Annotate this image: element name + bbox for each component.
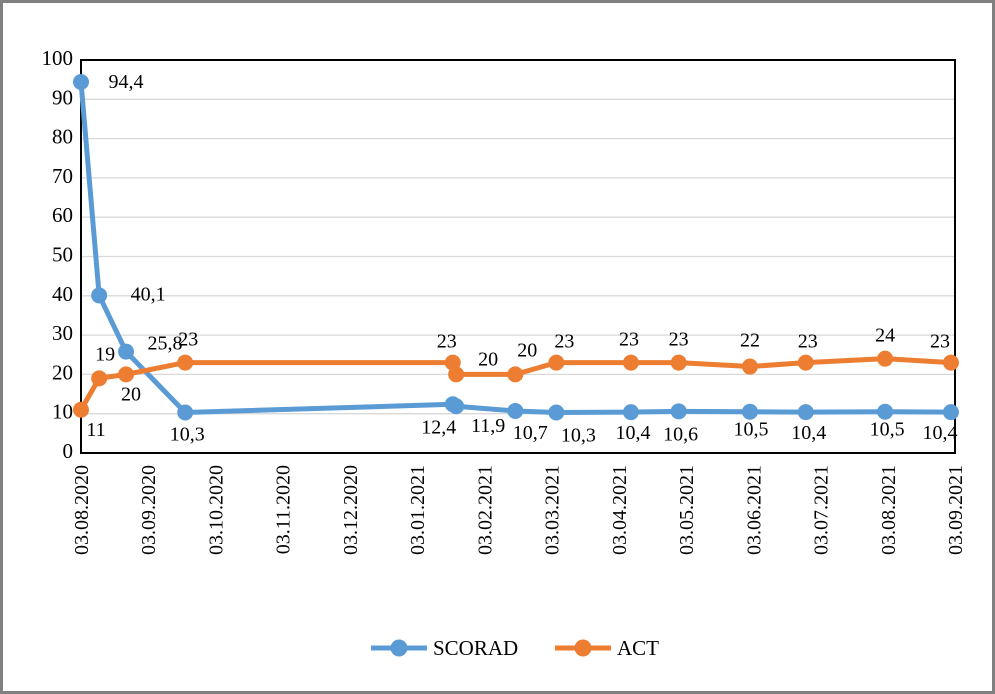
data-label: 20 [121, 383, 141, 405]
legend-item-scorad[interactable]: SCORAD [371, 636, 518, 660]
series-line [78, 356, 954, 413]
data-point-marker [741, 403, 758, 420]
series-line [78, 79, 954, 416]
y-tick-label: 0 [63, 439, 74, 463]
data-label: 11 [86, 419, 105, 441]
data-point-marker [797, 354, 814, 371]
data-point-marker [507, 402, 524, 419]
data-point-marker [177, 404, 194, 421]
data-point-marker [622, 404, 639, 421]
data-label: 20 [478, 348, 498, 370]
data-label: 23 [554, 331, 574, 353]
data-label: 23 [798, 331, 818, 353]
data-point-marker [91, 287, 108, 304]
data-point-marker [507, 366, 524, 383]
legend-label: ACT [617, 636, 659, 660]
data-point-marker [797, 404, 814, 421]
data-label: 11,9 [471, 415, 505, 437]
y-tick-label: 100 [42, 46, 74, 70]
data-label: 12,4 [421, 416, 456, 438]
data-label: 23 [178, 329, 198, 351]
data-label: 10,6 [663, 423, 698, 445]
data-label: 10,4 [922, 422, 957, 444]
y-tick-label: 80 [52, 125, 73, 149]
x-tick-label: 03.09.2021 [945, 465, 967, 555]
data-label: 10,3 [561, 425, 596, 447]
data-point-marker [118, 366, 135, 383]
data-label: 10,4 [615, 422, 650, 444]
data-point-marker [548, 404, 565, 421]
data-point-marker [877, 403, 894, 420]
series-act: 11 19 20 23 23 20 20 23 23 23 22 23 24 23 [73, 325, 959, 441]
data-point-marker [741, 358, 758, 375]
data-point-marker [622, 354, 639, 371]
data-label: 10,7 [513, 422, 548, 444]
data-point-marker [177, 354, 194, 371]
data-point-marker [942, 404, 959, 421]
y-axis-labels: 0 10 20 30 40 50 60 70 80 90 100 [42, 46, 74, 463]
data-point-marker [91, 370, 108, 387]
data-label: 10,4 [791, 422, 826, 444]
data-label: 24 [875, 325, 895, 347]
data-label: 10,5 [733, 419, 768, 441]
x-tick-label: 03.06.2021 [743, 465, 765, 555]
y-tick-label: 50 [52, 243, 73, 267]
data-label: 23 [619, 329, 639, 351]
data-point-marker [670, 354, 687, 371]
x-tick-label: 03.08.2020 [71, 465, 93, 555]
y-tick-label: 30 [52, 321, 73, 345]
x-tick-label: 03.01.2021 [407, 465, 429, 555]
legend-marker-icon [390, 639, 408, 657]
data-label: 23 [669, 329, 689, 351]
y-tick-label: 70 [52, 164, 73, 188]
data-point-marker [448, 366, 465, 383]
data-label: 40,1 [131, 283, 166, 305]
y-tick-label: 40 [52, 282, 73, 306]
x-tick-label: 03.08.2021 [878, 465, 900, 555]
data-label: 22 [740, 330, 760, 352]
line-chart: 0 10 20 30 40 50 60 70 80 90 100 03.08.2020 03.09.20… [42, 46, 968, 660]
data-point-marker [448, 398, 465, 415]
legend-marker-icon [574, 639, 592, 657]
y-tick-label: 20 [52, 360, 73, 384]
x-tick-label: 03.10.2020 [205, 465, 227, 555]
x-tick-label: 03.04.2021 [609, 465, 631, 555]
data-label: 94,4 [109, 71, 144, 93]
data-label: 20 [517, 339, 537, 361]
x-tick-label: 03.11.2020 [273, 465, 295, 554]
legend: SCORAD ACT [371, 636, 659, 660]
plot-border [80, 59, 956, 454]
x-tick-label: 03.12.2020 [340, 465, 362, 555]
data-point-marker [73, 401, 89, 418]
gridlines [81, 98, 955, 415]
y-tick-label: 90 [52, 85, 73, 109]
data-point-marker [942, 354, 959, 371]
data-point-marker [877, 350, 894, 367]
data-label: 25,8 [148, 333, 183, 355]
data-point-marker [73, 74, 89, 91]
data-label: 23 [930, 331, 950, 353]
y-tick-label: 10 [52, 400, 73, 424]
x-tick-label: 03.07.2021 [811, 465, 833, 555]
legend-item-act[interactable]: ACT [555, 636, 659, 660]
legend-label: SCORAD [433, 636, 518, 660]
data-point-marker [670, 403, 687, 420]
data-label: 23 [437, 331, 457, 353]
x-tick-label: 03.03.2021 [542, 465, 564, 555]
y-tick-label: 60 [52, 203, 73, 227]
x-axis-labels: 03.08.2020 03.09.2020 03.10.2020 03.11.2020… [71, 465, 967, 555]
data-label: 10,3 [170, 424, 205, 446]
data-point-marker [548, 354, 565, 371]
data-point-marker [118, 343, 135, 360]
data-label: 10,5 [870, 419, 905, 441]
data-label: 19 [95, 343, 115, 365]
x-tick-label: 03.09.2020 [138, 465, 160, 555]
x-tick-label: 03.05.2021 [676, 465, 698, 555]
x-tick-label: 03.02.2021 [474, 465, 496, 555]
series-scorad: 94,4 40,1 25,8 10,3 12,4 11,9 10,7 10,3 10,4 10,6… [73, 71, 959, 447]
